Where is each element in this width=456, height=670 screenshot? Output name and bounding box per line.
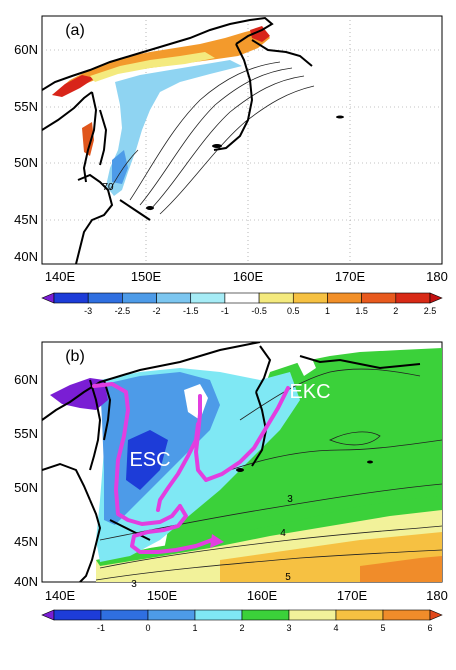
panel-a-colorbar-swatch — [122, 292, 157, 304]
panel-a-colorbar-swatch — [190, 292, 226, 304]
sakhalin-west-warm — [82, 122, 94, 156]
pacific-deep-orange-shading — [360, 556, 442, 582]
panel-a: (a) 70 60N 55N 50N 45N 40N 140E 150E 160… — [14, 15, 448, 316]
panel-b-colorbar-end-high — [429, 609, 443, 621]
panel-b-islands — [236, 460, 373, 472]
okhotsk-cold-shading — [106, 60, 242, 196]
panel-b-colorbar-swatch — [53, 609, 102, 621]
panel-b-colorbar-swatch — [147, 609, 196, 621]
okhotsk-north-hot-shading — [52, 26, 270, 97]
panel-a-colorbar-swatch — [87, 292, 123, 304]
panel-b-coastlines — [42, 342, 421, 582]
panel-a-colorbar-tick-label: -2.5 — [115, 306, 131, 316]
okhotsk-cold-core — [112, 150, 128, 184]
ekc-label: EKC — [289, 381, 330, 403]
panel-a-label: (a) — [65, 22, 85, 39]
lat-tick: 50N — [14, 480, 38, 495]
panel-a-colorbar-tick-label: 1.5 — [355, 306, 368, 316]
lon-tick: 160E — [233, 269, 264, 284]
panel-a-colorbar-swatch — [258, 292, 294, 304]
panel-b-colorbar-tick-label: 0 — [145, 623, 150, 633]
current-arrowhead — [210, 534, 224, 548]
panel-a-colorbar-end-low — [41, 292, 55, 304]
panel-a-colorbar-swatch — [395, 292, 431, 304]
lon-tick: 150E — [131, 269, 162, 284]
panel-a-colorbar-tick-label: -1.5 — [183, 306, 199, 316]
panel-b-colorbar-swatch — [194, 609, 243, 621]
panel-b-colorbar: -101234567 — [41, 609, 443, 633]
lat-tick: 45N — [14, 212, 38, 227]
panel-a-contours — [109, 61, 315, 215]
lon-tick: 170E — [335, 269, 366, 284]
contour-label: 3 — [287, 494, 293, 505]
panel-a-colorbar-swatch — [156, 292, 192, 304]
okhotsk-yellow-fringe — [90, 52, 215, 82]
panel-a-colorbar-tick-label: 2 — [393, 306, 398, 316]
panel-b-colorbar-tick-label: 5 — [380, 623, 385, 633]
panel-a-colorbar-tick-label: -3 — [84, 306, 92, 316]
lat-tick: 55N — [14, 99, 38, 114]
panel-b-colorbar-end-low — [41, 609, 55, 621]
lon-tick: 170E — [337, 588, 368, 603]
panel-b-lon-axis: 140E 150E 160E 170E 180 — [45, 588, 448, 603]
lat-tick: 40N — [14, 574, 38, 589]
lon-tick: 140E — [45, 269, 76, 284]
panel-b-label-box — [60, 346, 90, 364]
panel-a-colorbar-tick-label: -0.5 — [251, 306, 267, 316]
panel-b-colorbar-tick-label: 1 — [192, 623, 197, 633]
lat-tick: 40N — [14, 249, 38, 264]
panel-a-colorbar-tick-label: 1 — [325, 306, 330, 316]
lon-tick: 140E — [45, 588, 76, 603]
panel-a-contour-label: 70 — [102, 182, 114, 193]
esc-label: ESC — [129, 449, 170, 471]
contour-label: 5 — [285, 572, 291, 583]
lon-tick: 160E — [247, 588, 278, 603]
lon-tick: 180 — [426, 269, 448, 284]
panel-a-label-box — [60, 20, 90, 38]
panel-a-colorbar-swatch — [224, 292, 260, 304]
contour-label: 4 — [280, 528, 286, 539]
panel-b-colorbar-tick-label: 6 — [427, 623, 432, 633]
contour-label: 3 — [131, 579, 137, 590]
lat-tick: 45N — [14, 534, 38, 549]
panel-b-colorbar-tick-label: -1 — [97, 623, 105, 633]
panel-b-colorbar-tick-label: 3 — [286, 623, 291, 633]
panel-a-colorbar-swatch — [361, 292, 397, 304]
panel-b-colorbar-swatch — [100, 609, 149, 621]
panel-b: (b) ESC EKC 3 4 5 3 60N 55N 50N 45N 40N … — [14, 341, 448, 633]
panel-a-coastlines — [42, 16, 313, 264]
panel-b-colorbar-tick-label: 4 — [333, 623, 338, 633]
panel-a-colorbar-swatch — [327, 292, 362, 304]
panel-b-colorbar-swatch — [241, 609, 290, 621]
lon-tick: 150E — [147, 588, 178, 603]
panel-a-lat-axis: 60N 55N 50N 45N 40N — [14, 42, 38, 264]
panel-b-label: (b) — [65, 348, 85, 365]
panel-b-colorbar-swatch — [288, 609, 337, 621]
okhotsk-deep-blue — [126, 430, 168, 490]
panel-a-colorbar-tick-label: -1 — [221, 306, 229, 316]
panel-a-colorbar-tick-label: -2 — [153, 306, 161, 316]
lat-tick: 55N — [14, 426, 38, 441]
panel-b-colorbar-swatch — [382, 609, 431, 621]
panel-a-colorbar-end-high — [429, 292, 443, 304]
panel-a-islands — [146, 115, 344, 210]
lat-tick: 60N — [14, 372, 38, 387]
current-path-ekc — [194, 386, 290, 482]
panel-a-colorbar-swatch — [292, 292, 328, 304]
panel-b-colorbar-tick-label: 2 — [239, 623, 244, 633]
panel-a-colorbar-tick-label: 2.5 — [424, 306, 437, 316]
panel-a-lon-axis: 140E 150E 160E 170E 180 — [45, 269, 448, 284]
panel-a-colorbar-tick-label: 0.5 — [287, 306, 300, 316]
lon-tick: 180 — [426, 588, 448, 603]
panel-b-colorbar-swatch — [335, 609, 384, 621]
lat-tick: 60N — [14, 42, 38, 57]
panel-a-colorbar: -3-2.5-2-1.5-1-0.50.511.522.53 — [41, 292, 443, 316]
lat-tick: 50N — [14, 155, 38, 170]
panel-a-colorbar-swatch — [53, 292, 89, 304]
panel-b-lat-axis: 60N 55N 50N 45N 40N — [14, 372, 38, 589]
